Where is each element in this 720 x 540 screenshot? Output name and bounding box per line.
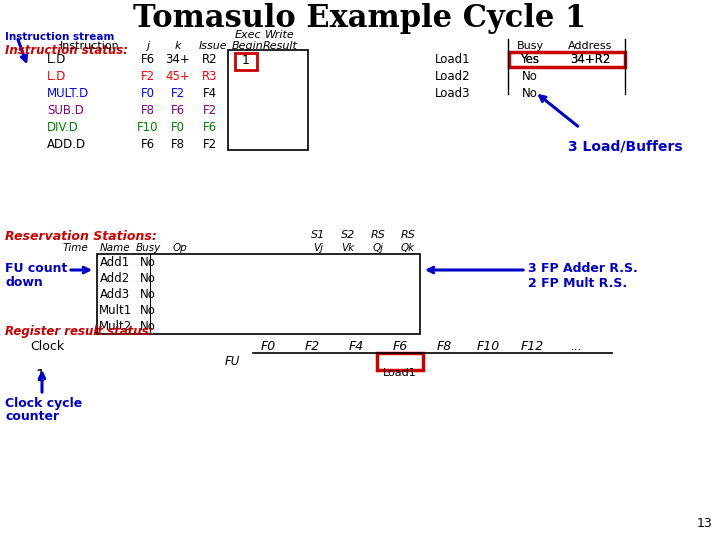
Text: No: No (522, 87, 538, 100)
Text: F2: F2 (141, 70, 155, 83)
Text: F6: F6 (141, 138, 155, 151)
Text: S1: S1 (311, 230, 325, 240)
Text: Load3: Load3 (434, 87, 470, 100)
Text: 3 Load/Buffers: 3 Load/Buffers (568, 140, 683, 154)
FancyBboxPatch shape (377, 353, 423, 370)
Text: MULT.D: MULT.D (47, 87, 89, 100)
Text: Address: Address (568, 41, 612, 51)
Text: No: No (140, 272, 156, 285)
Text: ...: ... (570, 340, 582, 353)
Text: Instruction stream: Instruction stream (5, 32, 114, 42)
Text: F10: F10 (138, 121, 158, 134)
Text: R3: R3 (202, 70, 217, 83)
FancyBboxPatch shape (235, 53, 257, 70)
Text: Load1: Load1 (383, 368, 417, 378)
Text: No: No (140, 256, 156, 269)
Text: down: down (5, 276, 42, 289)
Text: F10: F10 (477, 340, 500, 353)
Text: R2: R2 (202, 53, 218, 66)
Text: RS: RS (400, 230, 415, 240)
Text: Register result status:: Register result status: (5, 325, 153, 338)
Text: Instruction: Instruction (60, 41, 120, 51)
Text: F4: F4 (348, 340, 364, 353)
Text: F2: F2 (305, 340, 320, 353)
Bar (228, 50, 308, 150)
Text: Result: Result (263, 41, 297, 51)
Text: k: k (175, 41, 181, 51)
Text: 34+R2: 34+R2 (570, 53, 610, 66)
Text: SUB.D: SUB.D (47, 104, 84, 117)
Text: F8: F8 (141, 104, 155, 117)
Text: 13: 13 (696, 517, 712, 530)
Text: 34+R2: 34+R2 (570, 53, 610, 66)
Text: No: No (522, 70, 538, 83)
Text: No: No (140, 304, 156, 317)
Text: F2: F2 (203, 138, 217, 151)
Text: Load2: Load2 (434, 70, 470, 83)
Text: counter: counter (5, 410, 59, 423)
Text: F2: F2 (203, 104, 217, 117)
Text: Qk: Qk (401, 243, 415, 253)
Text: S2: S2 (341, 230, 355, 240)
Text: No: No (140, 288, 156, 301)
Text: Yes: Yes (521, 53, 539, 66)
Text: Vk: Vk (341, 243, 354, 253)
Text: Add1: Add1 (100, 256, 130, 269)
Text: Name: Name (99, 243, 130, 253)
Text: Begin: Begin (232, 41, 264, 51)
Text: Yes: Yes (521, 53, 539, 66)
Text: FU count: FU count (5, 262, 68, 275)
Text: Reservation Stations:: Reservation Stations: (5, 230, 157, 243)
Text: Tomasulo Example Cycle 1: Tomasulo Example Cycle 1 (133, 3, 587, 34)
Text: F8: F8 (436, 340, 451, 353)
Text: F4: F4 (203, 87, 217, 100)
Text: Clock cycle: Clock cycle (5, 397, 82, 410)
Text: Qj: Qj (372, 243, 384, 253)
Text: j: j (146, 41, 150, 51)
Text: Vj: Vj (313, 243, 323, 253)
Text: Add3: Add3 (100, 288, 130, 301)
Text: 1: 1 (242, 54, 250, 67)
Text: Mult2: Mult2 (99, 320, 132, 333)
Bar (97, 254, 420, 334)
Text: Add2: Add2 (100, 272, 130, 285)
Text: ADD.D: ADD.D (47, 138, 86, 151)
Text: F12: F12 (521, 340, 544, 353)
Text: F0: F0 (141, 87, 155, 100)
Text: Clock: Clock (30, 340, 64, 353)
Text: FU: FU (225, 355, 240, 368)
Text: F0: F0 (261, 340, 276, 353)
Text: Op: Op (173, 243, 187, 253)
Text: Instruction status:: Instruction status: (5, 44, 128, 57)
Text: Busy: Busy (516, 41, 544, 51)
Text: RS: RS (371, 230, 385, 240)
Text: F6: F6 (171, 104, 185, 117)
Text: F6: F6 (392, 340, 408, 353)
Text: No: No (140, 320, 156, 333)
Text: 34+: 34+ (166, 53, 190, 66)
Text: Load1: Load1 (434, 53, 470, 66)
Text: 2 FP Mult R.S.: 2 FP Mult R.S. (528, 277, 627, 290)
Text: L.D: L.D (47, 53, 66, 66)
Text: Mult1: Mult1 (99, 304, 132, 317)
Text: Time: Time (62, 243, 88, 253)
Bar (509, 52, 625, 67)
Text: F8: F8 (171, 138, 185, 151)
Text: 45+: 45+ (166, 70, 190, 83)
Text: Issue: Issue (199, 41, 228, 51)
Text: DIV.D: DIV.D (47, 121, 79, 134)
Text: Write: Write (265, 30, 295, 40)
Text: Exec: Exec (235, 30, 261, 40)
Text: 1: 1 (35, 369, 45, 384)
Text: F0: F0 (171, 121, 185, 134)
Text: F6: F6 (203, 121, 217, 134)
Text: F6: F6 (141, 53, 155, 66)
Text: L.D: L.D (47, 70, 66, 83)
Text: F2: F2 (171, 87, 185, 100)
Text: 3 FP Adder R.S.: 3 FP Adder R.S. (528, 262, 638, 275)
Text: Busy: Busy (135, 243, 161, 253)
